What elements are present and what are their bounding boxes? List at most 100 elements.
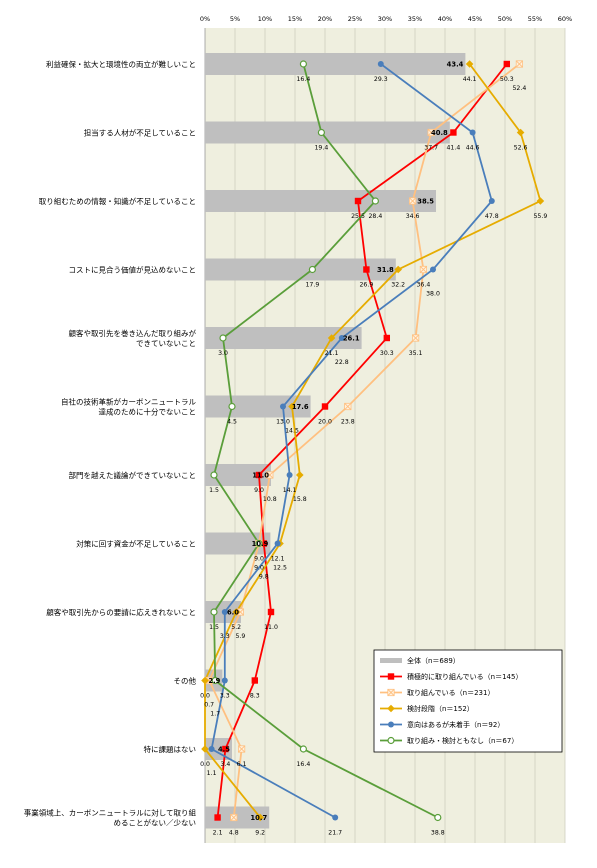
legend-label: 全体（n＝689）: [407, 656, 460, 665]
marker-x: [237, 745, 246, 753]
marker-x-stroke: [238, 745, 246, 753]
marker-circle: [338, 335, 345, 341]
legend: 全体（n＝689） 積極的に取り組んでいる（n＝145） 取り組んでいる（n＝231…: [373, 649, 563, 753]
legend-label: 意向はあるが未着手（n＝92）: [407, 720, 504, 729]
data-label: 41.4: [447, 145, 461, 152]
marker-open-circle: [210, 471, 218, 479]
tick-label: 35%: [408, 15, 422, 23]
data-label: 14.1: [283, 487, 297, 494]
data-label: 28.4: [369, 213, 383, 220]
category-label: 顧客や取引先を巻き込んだ取り組みが: [69, 328, 197, 338]
bar-label: 40.8: [431, 129, 448, 137]
marker-circle: [388, 721, 394, 728]
marker-circle: [208, 746, 215, 752]
data-label: 52.4: [513, 85, 527, 92]
marker-square: [363, 266, 370, 273]
legend-label: 取り組んでいる（n＝231）: [407, 688, 494, 697]
tick-label: 30%: [378, 15, 392, 23]
tick-label: 40%: [438, 15, 452, 23]
marker-diamond: [288, 402, 296, 411]
data-label: 25.5: [351, 213, 365, 220]
data-label: 22.8: [335, 359, 349, 366]
bar-label: 43.4: [447, 61, 464, 69]
marker-circle: [332, 814, 339, 821]
category-label: その他: [174, 676, 197, 686]
series-line: [204, 63, 542, 819]
data-label: 2.1: [213, 830, 223, 837]
x-axis: 0% 5% 10% 15% 20% 25% 30% 35% 40% 45% 50% 55% 60%: [200, 15, 572, 23]
marker-x-stroke: [515, 60, 523, 68]
marker-square: [267, 608, 275, 616]
marker-square: [321, 403, 329, 410]
marker-x-stroke: [230, 813, 238, 822]
marker-diamond: [465, 60, 474, 68]
marker-open-circle: [308, 265, 316, 274]
bar: [205, 258, 396, 281]
data-label: 3.3: [220, 633, 230, 640]
marker-square: [251, 677, 258, 684]
data-label: 12.1: [271, 556, 285, 563]
data-label: 44.1: [463, 76, 477, 83]
data-label: 38.0: [426, 291, 440, 298]
marker-x-stroke: [419, 265, 427, 274]
marker-open-circle: [317, 128, 325, 137]
marker-diamond: [256, 813, 264, 822]
tick-label: 55%: [528, 15, 542, 23]
tick-label: 10%: [258, 15, 272, 23]
tick-label: 0%: [200, 15, 210, 23]
category-label: 顧客や取引先からの要請に応えきれないこと: [46, 607, 196, 617]
marker-x-stroke: [412, 334, 420, 342]
tick-label: 15%: [288, 15, 302, 23]
marker-circle: [430, 266, 436, 273]
tick-label: 45%: [468, 15, 482, 23]
bar-label: 31.8: [377, 266, 394, 274]
legend-label: 取り組み・検討ともなし（n＝67）: [407, 736, 518, 745]
tick-label: 60%: [558, 15, 572, 23]
series-line: [213, 63, 439, 819]
marker-open-circle: [371, 197, 379, 205]
marker-diamond: [201, 676, 209, 685]
marker-diamond: [201, 745, 209, 753]
data-label: 16.4: [297, 761, 311, 768]
category-label: 利益確保・拡大と環境性の両立が難しいこと: [46, 59, 196, 69]
marker-square: [354, 197, 362, 205]
marker-x-stroke: [387, 688, 395, 697]
marker-x-stroke: [427, 128, 435, 137]
bar-label: 6.0: [227, 609, 239, 617]
data-label: 55.9: [534, 213, 548, 220]
marker-square: [450, 129, 457, 136]
marker-x-stroke: [409, 197, 417, 205]
data-label: 47.8: [485, 213, 499, 220]
data-label: 8.3: [250, 693, 260, 700]
legend-box: [373, 649, 563, 753]
marker-open-circle: [210, 608, 218, 616]
data-label: 3.0: [218, 350, 228, 357]
marker-circle: [274, 540, 281, 547]
marker-diamond: [536, 197, 545, 205]
marker-open-circle: [299, 60, 307, 68]
data-label: 1.5: [209, 624, 219, 631]
category-label: できていないこと: [136, 339, 196, 348]
bar: [205, 532, 271, 555]
data-label: 38.8: [431, 830, 445, 837]
category-label: 特に課題はない: [144, 744, 197, 754]
data-label: 36.4: [417, 282, 431, 289]
bar-label: 4.5: [218, 746, 230, 754]
marker-x: [344, 402, 352, 411]
series-line: [210, 63, 493, 819]
data-label: 0.7: [204, 702, 214, 709]
data-label: 3.3: [220, 693, 230, 700]
marker-circle: [221, 677, 228, 684]
data-label: 11.0: [264, 624, 278, 631]
marker-x-stroke: [205, 676, 213, 685]
bar-label: 11.0: [252, 472, 269, 480]
marker-square: [383, 334, 390, 342]
legend-label: 積極的に取り組んでいる（n＝145）: [407, 672, 522, 681]
marker-square: [260, 540, 267, 547]
data-label: 0.0: [200, 761, 210, 768]
data-label: 12.5: [273, 565, 287, 572]
marker-x: [408, 197, 417, 205]
marker-square: [255, 471, 263, 479]
marker-open-circle: [299, 745, 307, 753]
marker-x: [411, 334, 420, 342]
